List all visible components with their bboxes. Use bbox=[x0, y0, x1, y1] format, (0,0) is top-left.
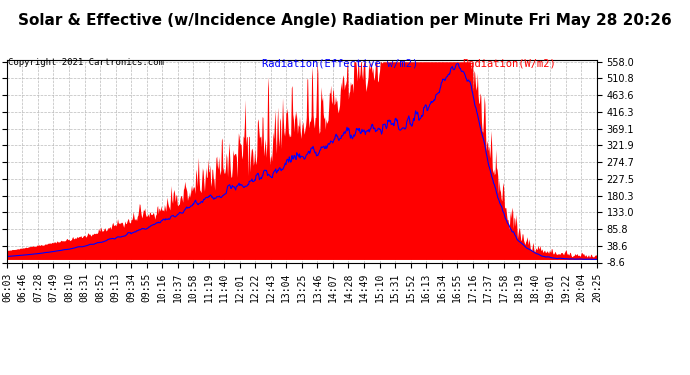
Text: Solar & Effective (w/Incidence Angle) Radiation per Minute Fri May 28 20:26: Solar & Effective (w/Incidence Angle) Ra… bbox=[18, 13, 672, 28]
Text: Radiation(W/m2): Radiation(W/m2) bbox=[462, 58, 556, 68]
Text: Radiation(Effective w/m2): Radiation(Effective w/m2) bbox=[262, 58, 418, 68]
Text: Copyright 2021 Cartronics.com: Copyright 2021 Cartronics.com bbox=[8, 58, 164, 67]
